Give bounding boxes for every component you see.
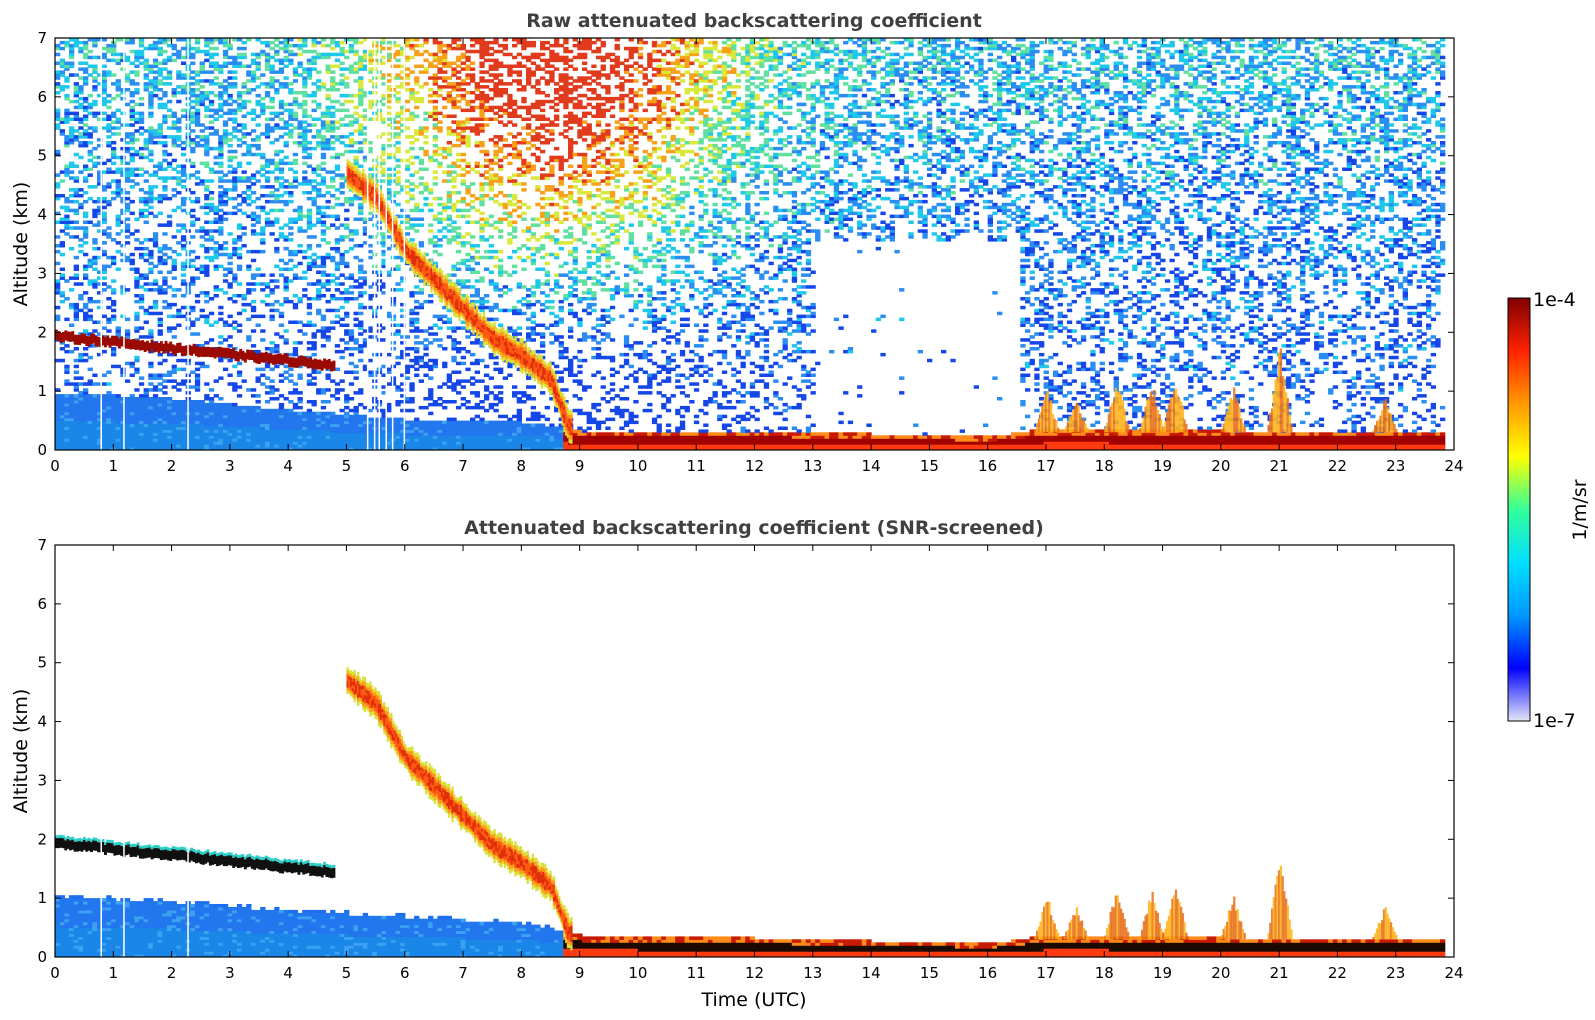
panel-screened-title: Attenuated backscattering coefficient (S… <box>464 517 1044 539</box>
x-tick-label: 12 <box>745 964 764 982</box>
x-tick-label: 2 <box>167 457 177 475</box>
panel-screened: Attenuated backscattering coefficient (S… <box>10 517 1464 1011</box>
y-tick-label: 1 <box>37 889 47 907</box>
x-tick-label: 3 <box>225 964 235 982</box>
x-tick-label: 4 <box>283 457 293 475</box>
x-tick-label: 8 <box>517 457 527 475</box>
panel-raw-ylabel: Altitude (km) <box>10 182 32 307</box>
x-tick-label: 6 <box>400 457 410 475</box>
y-tick-label: 0 <box>37 441 47 459</box>
x-tick-label: 23 <box>1386 964 1405 982</box>
x-tick-label: 18 <box>1095 457 1114 475</box>
x-tick-label: 22 <box>1328 964 1347 982</box>
x-tick-label: 15 <box>920 457 939 475</box>
x-tick-label: 1 <box>109 457 119 475</box>
y-tick-label: 7 <box>37 536 47 554</box>
x-tick-label: 5 <box>342 457 352 475</box>
x-tick-label: 10 <box>628 964 647 982</box>
x-tick-label: 10 <box>628 457 647 475</box>
panel-raw-heatmap <box>55 38 1446 450</box>
panel-screened-axes: 0 1 2 3 4 5 6 7 8 9 10 11 12 13 14 15 16 17 18 19 20 21 22 23 24… <box>37 536 1463 982</box>
panel-screened-heatmap <box>55 545 1446 957</box>
x-tick-label: 20 <box>1211 457 1230 475</box>
y-tick-label: 2 <box>37 830 47 848</box>
x-tick-label: 21 <box>1270 457 1289 475</box>
panel-raw-title: Raw attenuated backscattering coefficien… <box>526 10 982 32</box>
y-tick-label: 3 <box>37 771 47 789</box>
y-tick-label: 4 <box>37 713 47 731</box>
x-tick-label: 1 <box>109 964 119 982</box>
y-tick-label: 0 <box>37 948 47 966</box>
x-tick-label: 13 <box>803 457 822 475</box>
x-tick-label: 24 <box>1444 457 1463 475</box>
y-tick-label: 1 <box>37 382 47 400</box>
x-tick-label: 7 <box>458 457 468 475</box>
x-tick-label: 16 <box>978 457 997 475</box>
x-tick-label: 23 <box>1386 457 1405 475</box>
colorbar-max-label: 1e-4 <box>1533 289 1576 311</box>
x-tick-label: 21 <box>1270 964 1289 982</box>
x-tick-label: 9 <box>575 964 585 982</box>
x-tick-label: 22 <box>1328 457 1347 475</box>
x-tick-label: 2 <box>167 964 177 982</box>
x-tick-label: 4 <box>283 964 293 982</box>
x-tick-label: 0 <box>50 964 60 982</box>
x-tick-label: 12 <box>745 457 764 475</box>
x-tick-label: 18 <box>1095 964 1114 982</box>
colorbar-min-label: 1e-7 <box>1533 710 1576 732</box>
x-tick-label: 13 <box>803 964 822 982</box>
y-tick-label: 5 <box>37 654 47 672</box>
colorbar-gradient <box>1507 297 1531 722</box>
colorbar: 1e-4 1e-7 1/m/sr <box>1507 289 1591 732</box>
x-tick-label: 5 <box>342 964 352 982</box>
x-tick-label: 3 <box>225 457 235 475</box>
x-tick-label: 6 <box>400 964 410 982</box>
x-tick-label: 17 <box>1036 457 1055 475</box>
x-tick-label: 11 <box>687 964 706 982</box>
y-tick-label: 7 <box>37 29 47 47</box>
y-tick-label: 3 <box>37 264 47 282</box>
panel-screened-xlabel: Time (UTC) <box>700 989 806 1011</box>
colorbar-unit-label: 1/m/sr <box>1569 479 1591 540</box>
x-tick-label: 17 <box>1036 964 1055 982</box>
panel-screened-frame <box>54 544 1455 958</box>
x-tick-label: 14 <box>862 457 881 475</box>
x-tick-label: 15 <box>920 964 939 982</box>
x-tick-label: 8 <box>517 964 527 982</box>
x-tick-label: 11 <box>687 457 706 475</box>
y-tick-label: 4 <box>37 206 47 224</box>
y-tick-label: 2 <box>37 323 47 341</box>
x-tick-label: 0 <box>50 457 60 475</box>
y-tick-label: 6 <box>37 88 47 106</box>
x-tick-label: 19 <box>1153 457 1172 475</box>
y-tick-label: 6 <box>37 595 47 613</box>
x-tick-label: 7 <box>458 964 468 982</box>
panel-raw: Raw attenuated backscattering coefficien… <box>10 10 1464 475</box>
x-tick-label: 9 <box>575 457 585 475</box>
x-tick-label: 19 <box>1153 964 1172 982</box>
x-tick-label: 16 <box>978 964 997 982</box>
panel-screened-ylabel: Altitude (km) <box>10 689 32 814</box>
x-tick-label: 20 <box>1211 964 1230 982</box>
panel-raw-axes: 0 1 2 3 4 5 6 7 8 9 10 11 12 13 14 15 16 17 18 19 20 21 22 23 24… <box>37 29 1463 475</box>
x-tick-label: 24 <box>1444 964 1463 982</box>
y-tick-label: 5 <box>37 147 47 165</box>
x-tick-label: 14 <box>862 964 881 982</box>
